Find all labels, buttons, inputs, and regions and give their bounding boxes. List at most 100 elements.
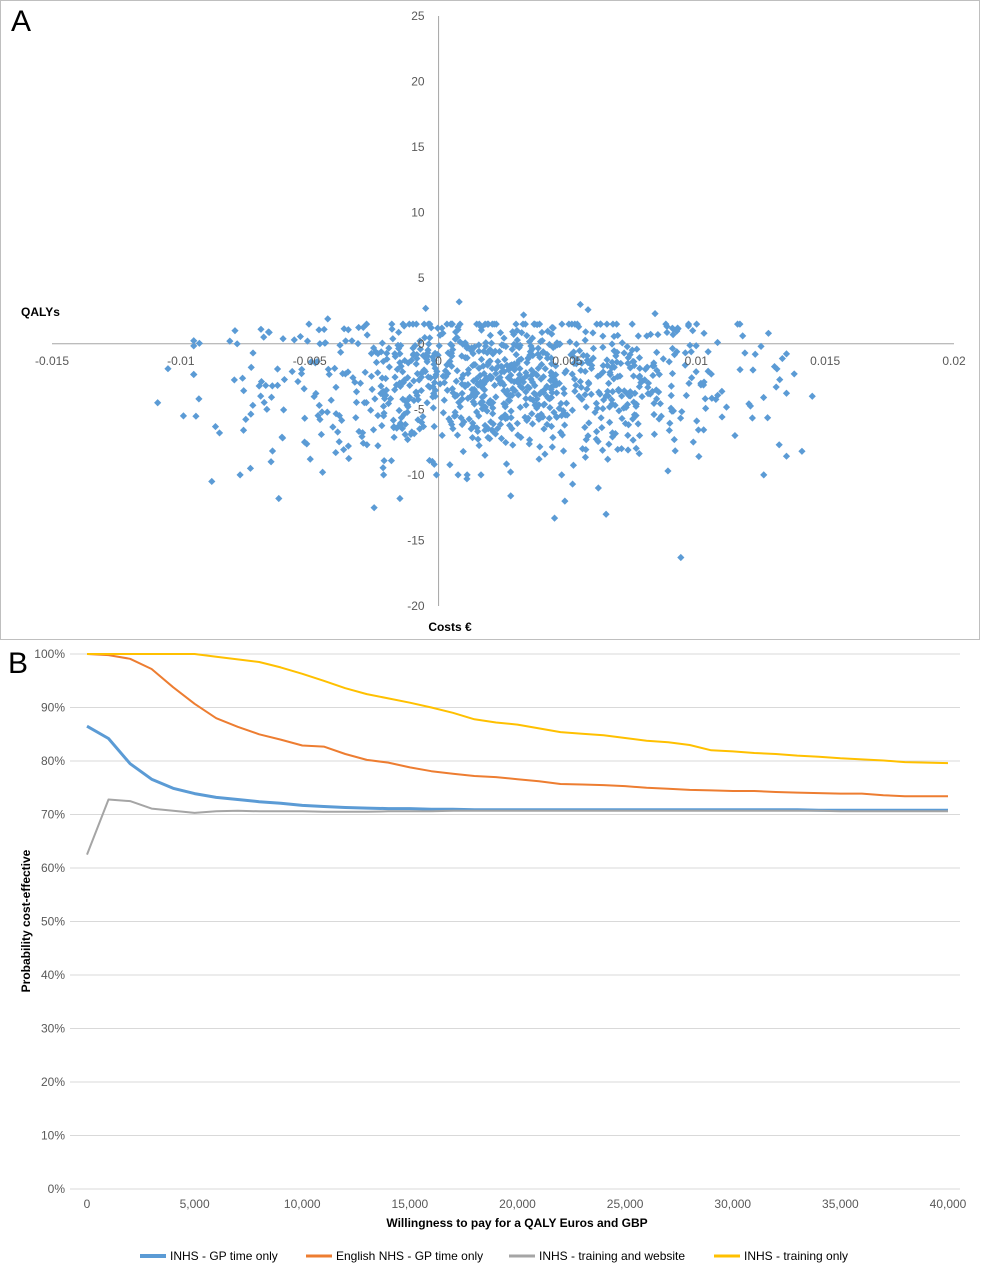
scatter-point [335,438,343,446]
scatter-point [646,390,654,398]
scatter-point [522,388,530,396]
scatter-point [651,310,659,318]
scatter-point [494,375,502,383]
scatter-point [332,410,340,418]
scatter-point [492,393,500,401]
scatter-point [599,343,607,351]
scatter-point [478,401,486,409]
scatter-point [279,335,287,343]
scatter-point [526,436,534,444]
scatter-point [555,379,563,388]
scatter-point [701,395,709,403]
x-tick-label: 0 [84,1197,91,1211]
scatter-point [486,372,494,380]
scatter-point [586,357,594,366]
x-tick-label: 40,000 [930,1197,967,1211]
scatter-point [714,391,722,399]
scatter-point [512,342,520,350]
scatter-point [497,368,506,376]
scatter-point [388,320,396,328]
scatter-point [582,445,590,454]
scatter-points [154,298,816,562]
scatter-point [340,325,348,333]
scatter-point [550,408,558,416]
scatter-point [179,412,188,420]
scatter-point [512,320,520,328]
x-tick-label: -0.015 [35,354,69,368]
y-tick-label: 100% [34,647,65,661]
scatter-point [507,376,515,385]
scatter-point [464,365,473,374]
scatter-point [395,406,403,415]
scatter-point [397,362,405,370]
scatter-point [547,368,555,376]
scatter-point [569,352,577,360]
scatter-point [668,369,677,378]
scatter-point [570,375,579,383]
scatter-point [573,355,581,363]
scatter-point [678,408,686,416]
scatter-point [526,395,534,403]
scatter-point [440,396,448,404]
y-tick-label: -15 [407,533,425,547]
scatter-point [663,328,671,337]
scatter-point [288,367,296,376]
scatter-point [496,379,504,387]
scatter-point [523,416,531,425]
scatter-point [631,389,639,397]
scatter-point [605,440,613,448]
scatter-point [425,456,434,465]
scatter-point [597,320,605,328]
scatter-point [578,445,587,453]
scatter-point [410,430,418,438]
scatter-point [424,382,432,390]
scatter-point [707,370,715,378]
scatter-point [483,349,491,357]
scatter-point [260,333,268,341]
scatter-point [620,349,628,357]
scatter-point [430,360,438,368]
scatter-point [370,344,378,352]
scatter-point [626,392,634,400]
scatter-point [525,337,534,346]
scatter-point [734,320,742,328]
scatter-point [524,383,532,391]
scatter-point [510,366,519,374]
scatter-point [763,414,772,422]
scatter-point [539,401,548,409]
scatter-point [307,358,315,366]
scatter-point [407,356,416,364]
scatter-point [611,429,619,438]
scatter-point [403,408,411,416]
scatter-point [575,347,584,355]
scatter-point [409,320,417,328]
scatter-plot: -0.015 -0.01 -0.005 0 0.005 0.01 0.015 0.02 -20 -… [21,9,966,634]
scatter-point [390,433,398,441]
scatter-point [384,399,393,408]
scatter-point [599,368,607,376]
scatter-point [303,337,312,345]
scatter-point [361,368,369,376]
scatter-point [584,378,593,387]
scatter-point [528,334,537,342]
scatter-point [592,435,600,443]
scatter-point [378,339,386,347]
scatter-point [669,407,678,415]
scatter-point [268,447,277,455]
scatter-point [560,389,568,398]
scatter-point [650,430,659,438]
scatter-point [421,334,429,342]
scatter-point [413,370,422,378]
scatter-point [655,370,663,379]
scatter-point [433,367,441,376]
scatter-point [541,450,549,458]
x-tick-label: 0.02 [942,354,966,368]
scatter-point [624,431,632,439]
scatter-point [381,395,389,403]
scatter-point [337,348,345,356]
legend-entry: INHS - training only [744,1249,848,1263]
y-axis-title: QALYs [21,305,60,319]
y-tick-label: 30% [41,1022,65,1036]
scatter-point [340,446,348,454]
scatter-point [359,439,367,447]
